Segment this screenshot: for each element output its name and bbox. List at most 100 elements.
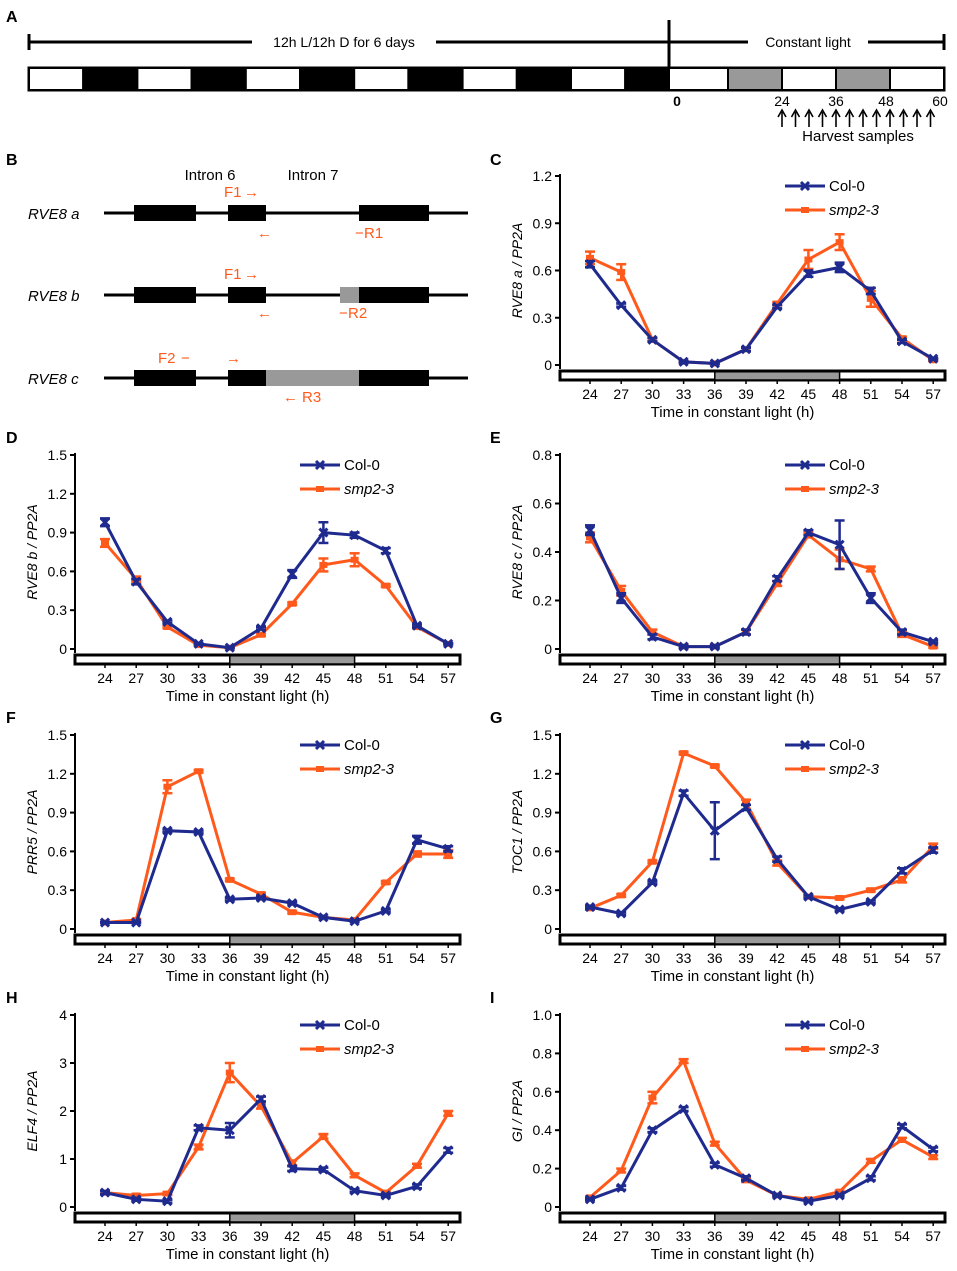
x-tick-label: 48 xyxy=(832,950,848,966)
data-point xyxy=(678,641,689,652)
subjective-night xyxy=(727,67,783,91)
y-tick-label: 0.6 xyxy=(533,496,553,512)
data-point xyxy=(772,301,783,312)
legend-marker-smp xyxy=(801,1046,809,1052)
data-point xyxy=(803,891,814,902)
exon xyxy=(134,370,196,386)
legend-label-smp: smp2-3 xyxy=(344,1041,395,1058)
light-period xyxy=(244,67,302,91)
x-axis-label: Time in constant light (h) xyxy=(651,1246,815,1263)
y-tick-label: 1.2 xyxy=(533,168,553,184)
legend-label-col0: Col-0 xyxy=(344,1017,380,1034)
data-point xyxy=(318,1164,329,1175)
a-ll-text: Constant light xyxy=(765,34,851,50)
x-tick-label: 45 xyxy=(316,1228,332,1244)
x-tick-label: 27 xyxy=(613,950,629,966)
data-point xyxy=(647,877,658,888)
series-col-0 xyxy=(99,1093,454,1207)
x-tick-label: 57 xyxy=(440,950,456,966)
legend-marker-smp xyxy=(801,766,809,772)
legend: Col-0 smp2-3 xyxy=(785,737,880,778)
data-point xyxy=(740,802,752,813)
x-tick-label: 36 xyxy=(222,1228,238,1244)
y-tick-label: 1.5 xyxy=(48,447,68,463)
exon xyxy=(359,205,429,221)
series-line xyxy=(589,1058,934,1201)
data-point xyxy=(257,631,265,638)
series-line xyxy=(589,1106,935,1203)
data-point xyxy=(742,799,750,806)
data-point xyxy=(772,573,783,584)
x-tick-label: 30 xyxy=(645,950,661,966)
data-point xyxy=(411,834,423,845)
x-tick-label: 36 xyxy=(222,670,238,686)
panel-label: G xyxy=(490,710,502,727)
y-axis-label: TOC1 / PP2A xyxy=(509,790,525,875)
x-axis-label: Time in constant light (h) xyxy=(166,968,330,985)
data-point xyxy=(287,568,298,580)
legend-label-smp: smp2-3 xyxy=(829,202,880,219)
x-tick-label: 24 xyxy=(582,670,598,686)
chart-i: I 0 0.2 0.4 0.6 0.8 1.0 GI / PP2A 24 27 30 33 36 39 42… xyxy=(490,990,947,1263)
primer-r1-label: R1 xyxy=(364,225,383,242)
legend-marker-smp xyxy=(316,1046,324,1052)
x-tick-label: 54 xyxy=(894,950,910,966)
series-col-0 xyxy=(584,259,939,369)
x-tick-label: 42 xyxy=(769,386,785,402)
data-point xyxy=(928,636,939,647)
x-tick-label: 45 xyxy=(316,670,332,686)
data-point xyxy=(381,1189,390,1196)
y-axis-label: ELF4 / PP2A xyxy=(24,1071,40,1152)
panel-label: D xyxy=(6,430,18,447)
series-col-0 xyxy=(99,517,454,653)
y-tick-label: 0 xyxy=(544,357,552,373)
primer-r2-label: R2 xyxy=(348,305,367,322)
data-point xyxy=(132,1192,141,1199)
x-tick-label: 54 xyxy=(409,1228,425,1244)
legend-label-col0: Col-0 xyxy=(829,1017,865,1034)
data-point xyxy=(162,616,173,627)
x-tick-label: 27 xyxy=(128,1228,144,1244)
data-point xyxy=(349,916,360,927)
primer-rev-arrow-b: ← xyxy=(257,305,272,322)
harvest-arrow-head xyxy=(858,108,868,118)
data-point xyxy=(381,582,390,589)
data-point xyxy=(162,825,173,836)
x-tick-label: 42 xyxy=(769,670,785,686)
y-tick-label: 0 xyxy=(59,1199,67,1215)
x-tick-label: 39 xyxy=(738,386,754,402)
legend-label-smp: smp2-3 xyxy=(829,1041,880,1058)
x-tick-label: 48 xyxy=(832,670,848,686)
data-point xyxy=(679,750,688,757)
data-point xyxy=(319,561,328,568)
data-point xyxy=(678,788,689,799)
chart-c: C 0 0.3 0.6 0.9 1.2 RVE8 a / PP2A 24 27 30 33 36 39 4… xyxy=(490,152,947,421)
x-tick-label: 30 xyxy=(160,670,176,686)
intron7-label: Intron 7 xyxy=(288,167,339,184)
data-point xyxy=(928,353,939,364)
data-point xyxy=(896,626,908,638)
x-tick-label: 33 xyxy=(191,950,207,966)
data-point xyxy=(617,587,626,594)
y-tick-label: 1.5 xyxy=(48,727,68,743)
subjective-day xyxy=(781,67,837,91)
y-tick-label: 0 xyxy=(59,921,67,937)
subjective-day xyxy=(668,67,729,91)
legend-label-col0: Col-0 xyxy=(344,737,380,754)
primer-r2-dash: − xyxy=(339,305,348,322)
data-point xyxy=(740,1173,752,1184)
data-point xyxy=(740,344,752,355)
x-tick-label: 39 xyxy=(253,1228,269,1244)
data-point xyxy=(772,854,783,865)
data-point xyxy=(865,285,876,297)
series-smp2-3 xyxy=(585,1057,939,1203)
data-point xyxy=(834,539,845,550)
data-point xyxy=(616,593,627,604)
exon xyxy=(228,205,266,221)
legend-marker-col0 xyxy=(314,459,326,471)
data-point xyxy=(380,545,391,556)
a-zero: 0 xyxy=(673,93,681,109)
legend-marker-col0 xyxy=(799,1019,811,1031)
